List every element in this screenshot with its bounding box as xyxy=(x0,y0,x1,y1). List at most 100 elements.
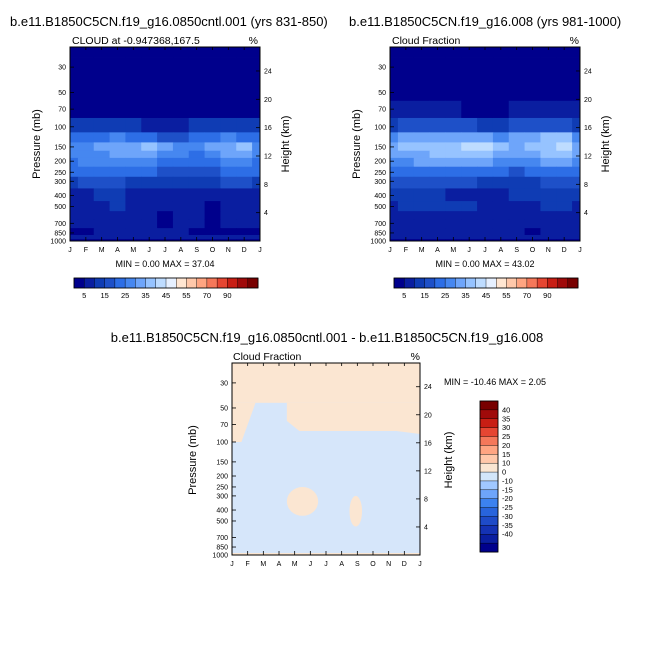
contour-cell xyxy=(252,166,261,178)
contour-cell xyxy=(252,239,261,242)
colorbar-swatch xyxy=(247,277,259,289)
month-tick-label: J xyxy=(483,247,487,254)
contour-cell xyxy=(93,47,110,58)
contour-cell xyxy=(492,150,510,159)
month-tick-label: A xyxy=(435,247,440,254)
contour-cell xyxy=(220,211,237,220)
colorbar-swatch xyxy=(165,277,177,289)
contour-cell xyxy=(125,201,142,212)
colorbar-label: 90 xyxy=(543,291,551,300)
height-tick-label: 8 xyxy=(584,182,588,189)
contour-cell xyxy=(556,188,573,202)
contour-cell xyxy=(236,228,253,236)
contour-cell xyxy=(556,157,573,168)
contour-cell xyxy=(429,176,446,189)
positive-anomaly-region xyxy=(232,363,420,403)
contour-cell xyxy=(429,47,446,58)
contour-cell xyxy=(413,188,430,202)
pressure-tick-label: 30 xyxy=(220,380,228,387)
panel-2-min-max: MIN = 0.00 MAX = 43.02 xyxy=(435,259,534,269)
contour-cell xyxy=(93,117,110,133)
colorbar-swatch xyxy=(496,277,507,289)
contour-cell xyxy=(157,211,174,220)
contour-cell xyxy=(540,211,557,220)
contour-cell xyxy=(477,219,494,229)
pressure-tick-label: 400 xyxy=(374,193,386,200)
contour-cell xyxy=(77,157,95,168)
contour-cell xyxy=(556,201,573,212)
positive-anomaly-region xyxy=(349,495,363,527)
contour-cell xyxy=(492,166,510,178)
contour-cell xyxy=(236,47,253,58)
contour-cell xyxy=(390,211,399,220)
height-tick-label: 20 xyxy=(264,97,272,104)
contour-cell xyxy=(93,142,110,152)
pressure-tick-label: 100 xyxy=(374,124,386,131)
contour-cell xyxy=(397,157,415,168)
colorbar-label: 35 xyxy=(461,291,469,300)
colorbar-swatch xyxy=(479,534,499,544)
pressure-tick-label: 500 xyxy=(216,518,228,525)
contour-cell xyxy=(109,201,126,212)
contour-cell xyxy=(252,201,261,212)
contour-cell xyxy=(157,228,174,236)
contour-cell xyxy=(524,166,541,178)
contour-cell xyxy=(77,219,95,229)
month-tick-label: A xyxy=(339,561,344,568)
contour-cell xyxy=(157,47,174,58)
contour-cell xyxy=(157,219,174,229)
contour-cell xyxy=(508,211,525,220)
contour-cell xyxy=(109,117,126,133)
contour-cell xyxy=(220,228,237,236)
colorbar-swatch xyxy=(479,454,499,464)
contour-cell xyxy=(397,228,415,236)
contour-cell xyxy=(397,176,415,189)
contour-cell xyxy=(70,79,79,102)
colorbar-swatch xyxy=(444,277,456,289)
contour-cell xyxy=(220,100,237,119)
contour-cell xyxy=(390,235,399,240)
contour-cell xyxy=(70,201,79,212)
colorbar-swatch xyxy=(135,277,146,289)
colorbar-label: 25 xyxy=(121,291,129,300)
contour-cell xyxy=(445,132,462,143)
contour-cell xyxy=(492,57,510,81)
contour-cell xyxy=(429,100,446,119)
contour-cell xyxy=(390,239,399,242)
colorbar-label: 10 xyxy=(502,459,510,468)
contour-cell xyxy=(252,211,261,220)
colorbar-label: 5 xyxy=(82,291,86,300)
contour-cell xyxy=(556,132,573,143)
contour-cell xyxy=(220,157,237,168)
contour-cell xyxy=(188,57,205,81)
contour-cell xyxy=(461,219,478,229)
contour-cell xyxy=(477,142,494,152)
contour-cell xyxy=(390,201,399,212)
contour-cell xyxy=(492,142,510,152)
pressure-tick-label: 300 xyxy=(374,179,386,186)
panel-diff-min-max: MIN = -10.46 MAX = 2.05 xyxy=(444,377,546,387)
contour-cell xyxy=(70,239,79,242)
month-tick-label: F xyxy=(84,247,88,254)
contour-cell xyxy=(188,201,205,212)
contour-cell xyxy=(204,219,221,229)
contour-cell xyxy=(445,47,462,58)
contour-cell xyxy=(109,132,126,143)
contour-cell xyxy=(93,219,110,229)
contour-cell xyxy=(252,188,261,202)
contour-cell xyxy=(236,117,253,133)
contour-cell xyxy=(188,132,205,143)
contour-cell xyxy=(508,79,525,102)
contour-cell xyxy=(109,47,126,58)
contour-cell xyxy=(390,157,399,168)
contour-cell xyxy=(477,228,494,236)
colorbar-label: -10 xyxy=(502,476,513,485)
contour-cell xyxy=(93,79,110,102)
colorbar-swatch xyxy=(479,445,499,455)
contour-cell xyxy=(157,150,174,159)
month-tick-label: J xyxy=(230,561,234,568)
pressure-tick-label: 1000 xyxy=(370,239,386,246)
contour-cell xyxy=(188,211,205,220)
contour-cell xyxy=(413,150,430,159)
contour-cell xyxy=(508,132,525,143)
